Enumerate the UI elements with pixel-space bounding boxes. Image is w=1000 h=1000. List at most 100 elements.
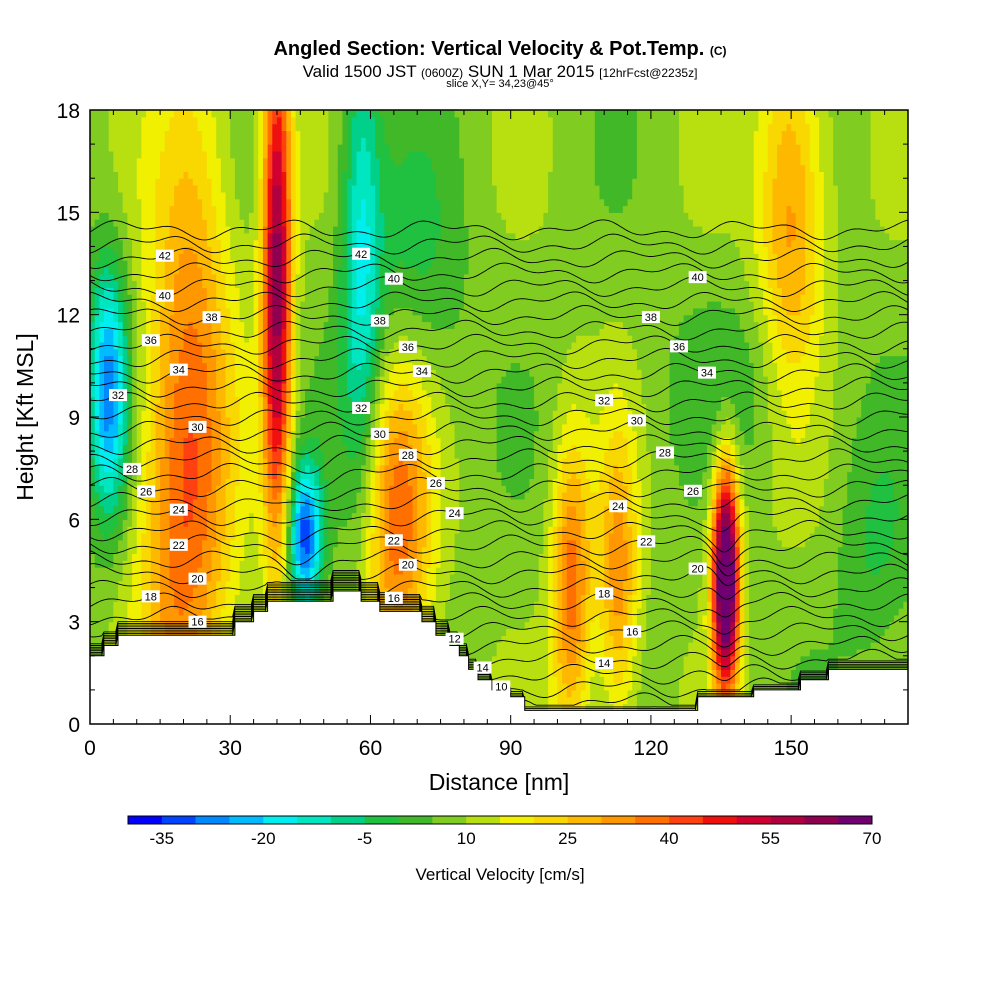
field-cell xyxy=(342,355,348,364)
field-cell xyxy=(290,157,297,166)
field-cell xyxy=(239,362,245,370)
field-cell xyxy=(276,253,283,261)
field-cell xyxy=(104,335,110,343)
field-cell xyxy=(118,567,124,575)
field-cell xyxy=(206,417,213,425)
field-cell xyxy=(216,205,222,213)
field-cell xyxy=(230,294,236,302)
field-cell xyxy=(272,178,278,186)
field-cell xyxy=(248,239,255,248)
field-cell xyxy=(113,601,119,609)
field-cell xyxy=(319,389,325,398)
field-cell xyxy=(174,608,180,616)
field-cell xyxy=(155,464,161,473)
field-cell xyxy=(300,239,306,248)
field-cell xyxy=(328,560,334,568)
field-cell xyxy=(188,512,194,520)
field-cell xyxy=(262,164,269,172)
field-cell xyxy=(234,185,241,193)
field-cell xyxy=(230,287,236,295)
field-cell xyxy=(206,348,213,357)
field-cell xyxy=(169,198,175,207)
field-cell xyxy=(276,382,283,391)
field-cell xyxy=(253,246,259,254)
field-cell xyxy=(262,444,269,452)
field-cell xyxy=(295,164,301,172)
field-cell xyxy=(118,260,124,268)
field-cell xyxy=(239,410,245,418)
field-cell xyxy=(118,532,124,541)
field-cell xyxy=(337,348,344,357)
field-cell xyxy=(178,314,185,323)
field-cell xyxy=(118,164,124,172)
field-cell xyxy=(132,560,138,568)
field-cell xyxy=(328,130,334,138)
field-cell xyxy=(164,144,171,152)
field-cell xyxy=(94,403,100,411)
field-cell xyxy=(248,423,255,432)
field-cell xyxy=(220,314,227,323)
field-cell xyxy=(164,567,171,575)
field-cell xyxy=(113,471,119,479)
field-cell xyxy=(333,239,339,248)
field-cell xyxy=(281,225,287,234)
field-cell xyxy=(136,137,143,145)
field-cell xyxy=(99,171,105,179)
field-cell xyxy=(220,157,227,166)
field-cell xyxy=(220,430,227,439)
field-cell xyxy=(150,451,157,459)
field-cell xyxy=(192,601,199,609)
field-cell xyxy=(99,212,105,220)
field-cell xyxy=(248,573,255,582)
field-cell xyxy=(216,150,222,159)
field-cell xyxy=(248,294,255,302)
field-cell xyxy=(272,137,278,145)
field-cell xyxy=(286,321,292,329)
field-cell xyxy=(262,273,269,282)
field-cell xyxy=(309,191,315,200)
field-cell xyxy=(216,546,222,555)
field-cell xyxy=(108,314,114,323)
field-cell xyxy=(164,396,171,404)
field-cell xyxy=(206,157,213,166)
field-cell xyxy=(132,150,138,159)
field-cell xyxy=(155,376,161,384)
field-cell xyxy=(127,423,133,432)
field-cell xyxy=(174,171,180,179)
field-cell xyxy=(164,553,171,561)
field-cell xyxy=(337,485,344,493)
field-cell xyxy=(314,301,320,309)
field-cell xyxy=(244,239,250,248)
field-cell xyxy=(276,246,283,254)
field-cell xyxy=(104,273,110,282)
field-cell xyxy=(244,307,250,316)
field-cell xyxy=(286,410,292,418)
field-cell xyxy=(295,294,301,302)
field-cell xyxy=(127,232,133,241)
field-cell xyxy=(309,464,315,473)
field-cell xyxy=(333,389,339,398)
field-cell xyxy=(206,396,213,404)
field-cell xyxy=(244,191,250,200)
field-cell xyxy=(328,369,334,377)
field-cell xyxy=(202,396,208,404)
field-cell xyxy=(164,369,171,377)
field-cell xyxy=(295,301,301,309)
field-cell xyxy=(90,382,96,391)
field-cell xyxy=(108,608,114,616)
field-cell xyxy=(290,560,297,568)
field-cell xyxy=(132,144,138,152)
field-cell xyxy=(319,321,325,329)
field-cell xyxy=(113,219,119,227)
field-cell xyxy=(328,376,334,384)
field-cell xyxy=(146,410,152,418)
field-cell xyxy=(248,321,255,329)
field-cell xyxy=(146,423,152,432)
field-cell xyxy=(248,519,255,527)
field-cell xyxy=(118,601,124,609)
field-cell xyxy=(314,423,320,432)
field-cell xyxy=(192,116,199,125)
field-cell xyxy=(164,594,171,602)
field-cell xyxy=(132,457,138,466)
field-cell xyxy=(337,287,344,295)
